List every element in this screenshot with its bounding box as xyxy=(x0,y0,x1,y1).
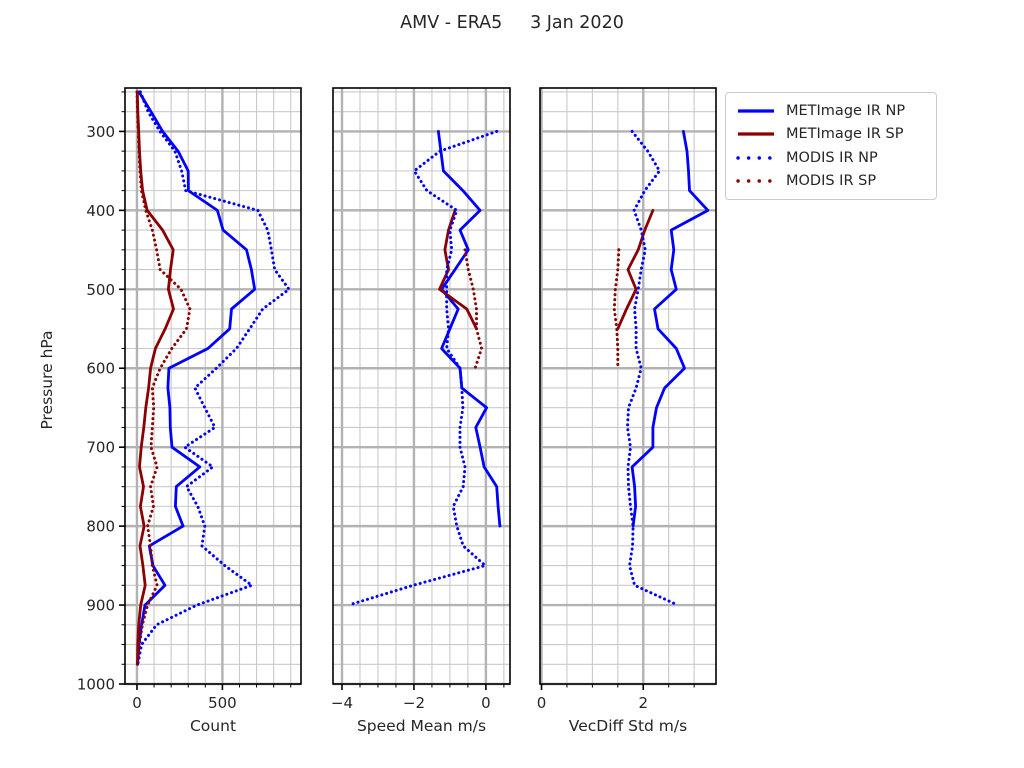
y-tick-label: 800 xyxy=(86,518,115,536)
series-line-modis-ir-np xyxy=(626,129,680,607)
series-line-metimage-ir-sp xyxy=(616,208,655,331)
x-tick-label: 0 xyxy=(132,694,142,712)
y-tick-label: 500 xyxy=(86,281,115,299)
series-line-modis-ir-np xyxy=(136,90,291,666)
legend-label: MODIS IR NP xyxy=(786,149,878,166)
solid-line-sample-icon xyxy=(738,109,774,113)
series-line-metimage-ir-np xyxy=(436,129,502,528)
panel-speed_mean: −4 −2 0 Speed Mean m/s xyxy=(331,87,511,735)
x-tick-label: 500 xyxy=(208,694,237,712)
legend-label: METImage IR NP xyxy=(786,102,906,119)
y-tick-label: 900 xyxy=(86,597,115,615)
y-tick-label: 600 xyxy=(86,360,115,378)
chart-title: AMV - ERA5 3 Jan 2020 xyxy=(400,13,624,33)
legend-item-modis-ir-sp: MODIS IR SP xyxy=(732,170,928,194)
panel-border xyxy=(124,87,302,685)
legend-item-metimage-ir-sp: METImage IR SP xyxy=(732,123,928,147)
solid-line-sample-icon xyxy=(738,132,774,136)
y-tick-label: 300 xyxy=(86,123,115,141)
y-tick-label: 700 xyxy=(86,439,115,457)
legend: METImage IR NP METImage IR SP MODIS IR NP M… xyxy=(725,92,937,200)
legend-item-metimage-ir-np: METImage IR NP xyxy=(732,99,928,123)
series-line-modis-ir-np xyxy=(347,129,499,607)
series-line-modis-ir-sp xyxy=(463,248,484,370)
x-axis-label-vecdiff_std: VecDiff Std m/s xyxy=(569,717,687,735)
dotted-line-sample-icon xyxy=(736,179,776,183)
y-axis-label: Pressure hPa xyxy=(38,330,56,429)
legend-label: MODIS IR SP xyxy=(786,173,877,190)
panel-border xyxy=(539,87,717,685)
x-axis-label-count: Count xyxy=(190,717,236,735)
series-line-modis-ir-sp xyxy=(135,90,192,666)
x-tick-label: 2 xyxy=(638,694,648,712)
x-tick-label: 0 xyxy=(537,694,547,712)
legend-label: METImage IR SP xyxy=(786,126,904,143)
series-line-metimage-ir-np xyxy=(630,129,710,528)
panel-border xyxy=(332,87,511,685)
x-tick-label: −4 xyxy=(331,694,353,712)
y-axis: 300 400 500 600 700 800 900 1000 Pressure hPa xyxy=(38,91,125,694)
x-tick-label: 0 xyxy=(481,694,491,712)
x-tick-label: −2 xyxy=(403,694,425,712)
y-tick-label: 400 xyxy=(86,202,115,220)
series-line-metimage-ir-np xyxy=(136,90,257,666)
x-axis-label-speed_mean: Speed Mean m/s xyxy=(357,717,486,735)
panel-vecdiff_std: 0 2 VecDiff Std m/s xyxy=(537,87,717,735)
y-tick-label: 1000 xyxy=(77,676,115,694)
dotted-line-sample-icon xyxy=(736,156,776,160)
series-line-modis-ir-sp xyxy=(612,248,621,370)
panel-count: 0 500 Count xyxy=(124,87,302,735)
series-line-metimage-ir-sp xyxy=(438,208,478,331)
legend-item-modis-ir-np: MODIS IR NP xyxy=(732,146,928,170)
